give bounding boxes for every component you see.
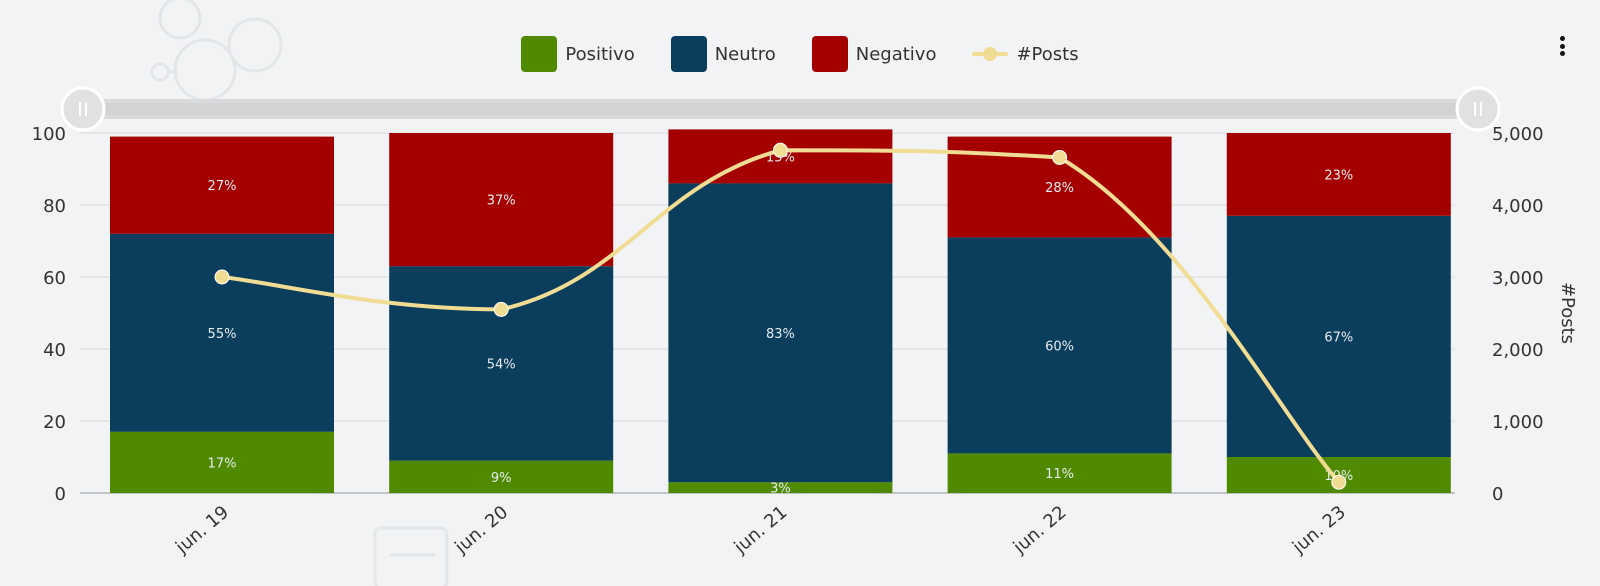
data-label: 17% — [208, 456, 237, 471]
bar-negativo — [389, 133, 614, 267]
bars — [110, 129, 1451, 493]
legend-item-neutro[interactable]: Neutro — [670, 36, 776, 72]
bar-positivo — [110, 431, 334, 493]
data-label: 54% — [487, 357, 516, 372]
y-left-tick-label: 20 — [43, 412, 66, 433]
data-label: 11% — [1045, 467, 1074, 482]
legend-label: Positivo — [565, 43, 635, 65]
y-right-tick-label: 1,000 — [1492, 412, 1544, 433]
legend-label: Negativo — [855, 43, 937, 65]
posts-point — [1052, 149, 1068, 165]
posts-line-series — [214, 142, 1347, 490]
bar-neutro — [110, 233, 334, 432]
more-vertical-icon[interactable] — [1556, 36, 1568, 56]
bar-neutro — [668, 183, 893, 483]
data-label: 27% — [208, 179, 237, 194]
legend-item-negativo[interactable]: Negativo — [811, 36, 937, 72]
legend-swatch-positivo — [521, 36, 558, 72]
data-label: 23% — [1324, 168, 1353, 183]
y-right-tick-label: 3,000 — [1492, 268, 1544, 289]
legend-swatch-negativo — [811, 36, 848, 72]
x-tick-label: jun. 20 — [450, 502, 512, 559]
data-label: 28% — [1045, 181, 1074, 196]
y-left-tick-label: 0 — [55, 484, 66, 505]
x-tick-label: jun. 23 — [1288, 502, 1350, 559]
data-label: 67% — [1324, 330, 1353, 345]
navigator-handle-left[interactable] — [60, 86, 106, 132]
data-label: 55% — [208, 327, 237, 342]
y-right-tick-label: 0 — [1492, 484, 1503, 505]
y-right-axis-title: #Posts — [1557, 282, 1578, 344]
navigator-scrollbar[interactable] — [60, 86, 1501, 132]
x-tick-label: jun. 19 — [171, 502, 233, 559]
y-left-tick-label: 80 — [43, 196, 66, 217]
bar-neutro — [389, 266, 614, 461]
x-tick-label: jun. 22 — [1009, 502, 1071, 559]
y-right-tick-label: 2,000 — [1492, 340, 1544, 361]
y-right-tick-label: 5,000 — [1492, 124, 1544, 145]
y-right-tick-label: 4,000 — [1492, 196, 1544, 217]
legend-line-marker-posts — [972, 36, 1009, 72]
bar-negativo — [110, 136, 334, 234]
y-left-tick-label: 100 — [32, 124, 66, 145]
legend-label: Neutro — [714, 43, 776, 65]
y-left-tick-label: 60 — [43, 268, 66, 289]
bar-neutro — [947, 237, 1172, 454]
data-label: 37% — [487, 194, 516, 209]
bar-positivo — [947, 453, 1172, 493]
posts-point — [772, 142, 788, 158]
posts-point — [1331, 474, 1347, 490]
legend-item-posts[interactable]: #Posts — [972, 36, 1079, 72]
navigator-thumb — [100, 103, 1460, 115]
legend-item-positivo[interactable]: Positivo — [521, 36, 635, 72]
data-label: 83% — [766, 327, 795, 342]
navigator-handle-right[interactable] — [1455, 86, 1501, 132]
bar-negativo — [1226, 133, 1451, 216]
bar-labels: 17%55%27%9%54%37%3%83%15%11%60%28%10%67%… — [208, 150, 1354, 496]
posts-point — [493, 301, 509, 317]
legend-swatch-neutro — [670, 36, 707, 72]
legend-label: #Posts — [1016, 43, 1079, 65]
data-label: 3% — [770, 482, 791, 497]
y-left-tick-label: 40 — [43, 340, 66, 361]
bar-positivo — [389, 460, 614, 493]
data-label: 9% — [491, 471, 512, 486]
posts-point — [214, 269, 230, 285]
data-label: 60% — [1045, 339, 1074, 354]
bar-neutro — [1226, 215, 1451, 457]
bar-positivo — [668, 482, 893, 493]
background-news-icon — [373, 526, 449, 586]
legend: Positivo Neutro Negativo #Posts — [0, 36, 1600, 72]
x-tick-label: jun. 21 — [730, 502, 792, 559]
